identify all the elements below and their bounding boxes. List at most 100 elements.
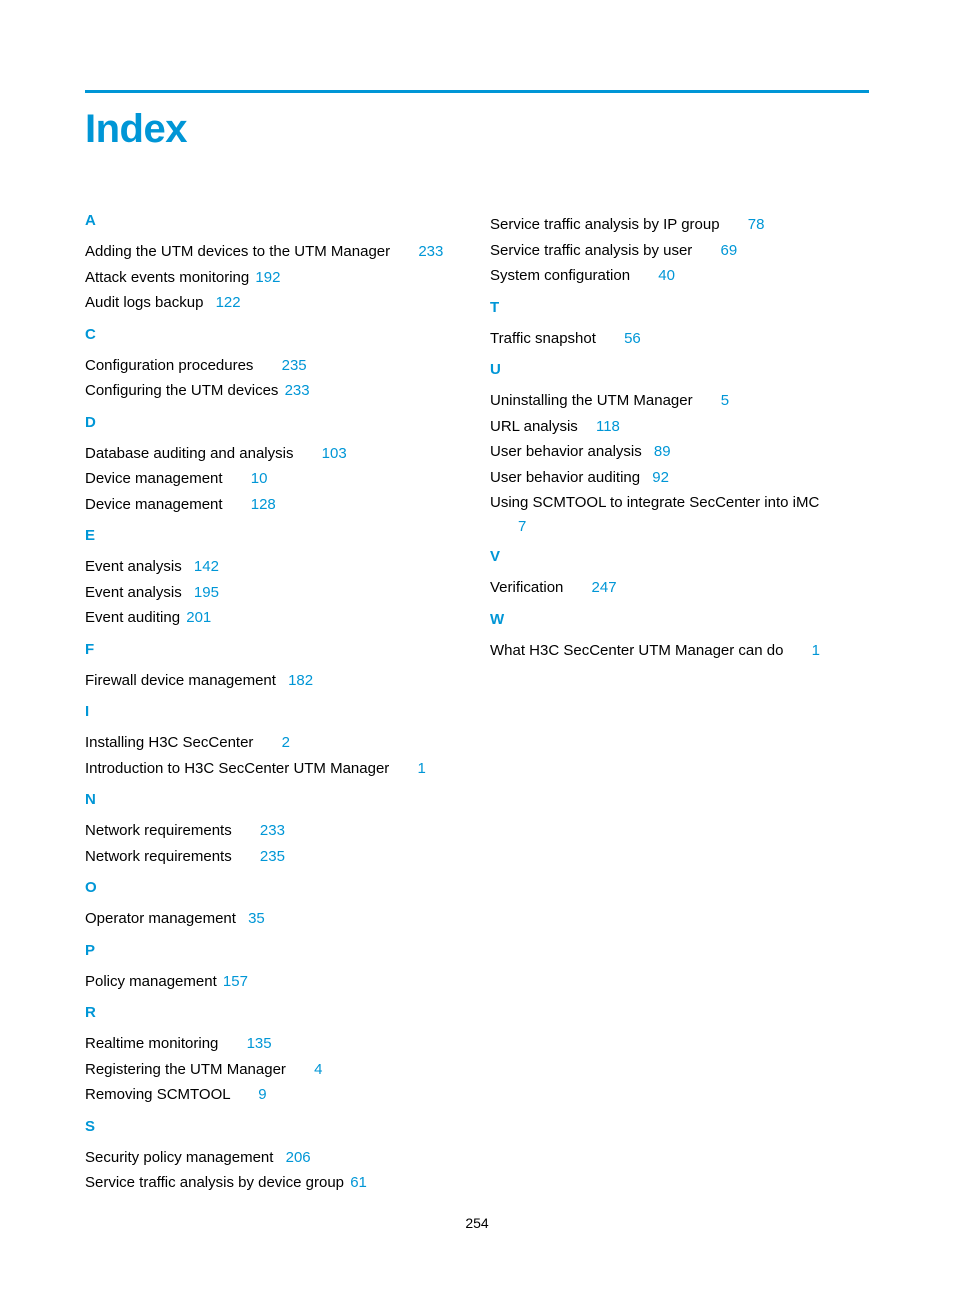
index-entry: Event analysis 195 [85, 580, 464, 606]
index-entry: Network requirements 235 [85, 844, 464, 870]
index-letter-heading: P [85, 942, 464, 959]
index-page-link[interactable]: 40 [658, 263, 675, 289]
index-page-link[interactable]: 135 [247, 1031, 272, 1057]
index-page-link[interactable]: 247 [592, 575, 617, 601]
index-entry-text: Traffic snapshot [490, 330, 596, 347]
index-page-link[interactable]: 201 [186, 605, 211, 631]
index-entry: Uninstalling the UTM Manager 5 [490, 388, 869, 414]
index-entry: Event analysis 142 [85, 554, 464, 580]
index-entry-text: Introduction to H3C SecCenter UTM Manage… [85, 760, 389, 777]
index-entry: Configuring the UTM devices 233 [85, 378, 464, 404]
index-letter-heading: R [85, 1004, 464, 1021]
index-entry-text: Event analysis [85, 584, 182, 601]
index-page-link[interactable]: 1 [417, 756, 425, 782]
index-entry: Audit logs backup 122 [85, 290, 464, 316]
index-page-link[interactable]: 235 [282, 353, 307, 379]
index-entry: Introduction to H3C SecCenter UTM Manage… [85, 756, 464, 782]
index-entry: Database auditing and analysis 103 [85, 441, 464, 467]
index-page-link[interactable]: 1 [812, 638, 820, 664]
index-page-link[interactable]: 5 [721, 388, 729, 414]
index-page-link[interactable]: 233 [418, 239, 443, 265]
index-entry: Policy management 157 [85, 969, 464, 995]
index-entry-text: Registering the UTM Manager [85, 1061, 286, 1078]
index-page-link[interactable]: 89 [654, 439, 671, 465]
index-entry: Service traffic analysis by device group… [85, 1170, 464, 1196]
index-letter-heading: F [85, 641, 464, 658]
index-entry-text: Configuration procedures [85, 357, 253, 374]
index-letter-heading: U [490, 361, 869, 378]
index-entry-text: Firewall device management [85, 672, 276, 689]
index-page-link[interactable]: 233 [260, 818, 285, 844]
index-entry-text: Realtime monitoring [85, 1035, 218, 1052]
index-entry-text: Event analysis [85, 558, 182, 575]
index-page-link[interactable]: 206 [286, 1145, 311, 1171]
index-page-link[interactable]: 9 [258, 1082, 266, 1108]
index-entry-text: Device management [85, 470, 223, 487]
index-entry-text: System configuration [490, 267, 630, 284]
index-page-link[interactable]: 35 [248, 906, 265, 932]
index-page-link[interactable]: 69 [720, 238, 737, 264]
index-page-link[interactable]: 92 [652, 465, 669, 491]
index-page-link[interactable]: 78 [748, 212, 765, 238]
index-entry: Installing H3C SecCenter 2 [85, 730, 464, 756]
index-entry-text: URL analysis [490, 418, 578, 435]
index-page-link[interactable]: 2 [282, 730, 290, 756]
index-letter-heading: O [85, 879, 464, 896]
index-page-link[interactable]: 10 [251, 466, 268, 492]
top-rule [85, 90, 869, 93]
index-page-link[interactable]: 192 [255, 265, 280, 291]
index-column-left: AAdding the UTM devices to the UTM Manag… [85, 212, 464, 1196]
index-entry: Event auditing 201 [85, 605, 464, 631]
index-page-link[interactable]: 182 [288, 668, 313, 694]
index-entry: Operator management 35 [85, 906, 464, 932]
index-entry: URL analysis 118 [490, 414, 869, 440]
index-entry-text: Network requirements [85, 822, 232, 839]
index-page-link[interactable]: 122 [216, 290, 241, 316]
index-entry: Traffic snapshot 56 [490, 326, 869, 352]
index-page-link[interactable]: 61 [350, 1170, 367, 1196]
index-page-link[interactable]: 233 [285, 378, 310, 404]
index-entry: Realtime monitoring 135 [85, 1031, 464, 1057]
index-letter-heading: S [85, 1118, 464, 1135]
index-entry-text: Verification [490, 579, 563, 596]
index-entry: Service traffic analysis by user 69 [490, 238, 869, 264]
index-page-link[interactable]: 7 [518, 516, 526, 539]
index-letter-heading: N [85, 791, 464, 808]
index-page-link[interactable]: 157 [223, 969, 248, 995]
index-page-link[interactable]: 56 [624, 326, 641, 352]
index-entry: Verification 247 [490, 575, 869, 601]
page-title: Index [85, 107, 869, 152]
index-entry-text: Service traffic analysis by IP group [490, 216, 720, 233]
index-entry: Device management 128 [85, 492, 464, 518]
index-entry: Firewall device management 182 [85, 668, 464, 694]
index-page-link[interactable]: 195 [194, 580, 219, 606]
index-page-link[interactable]: 103 [322, 441, 347, 467]
index-entry: Removing SCMTOOL 9 [85, 1082, 464, 1108]
index-entry-text: Audit logs backup [85, 294, 203, 311]
index-entry-text: Using SCMTOOL to integrate SecCenter int… [490, 494, 819, 511]
index-entry-text: Service traffic analysis by device group [85, 1174, 344, 1191]
index-entry-text: Event auditing [85, 609, 180, 626]
index-entry-text: Database auditing and analysis [85, 445, 293, 462]
index-entry-text: User behavior auditing [490, 469, 640, 486]
index-letter-heading: W [490, 611, 869, 628]
index-entry: Device management 10 [85, 466, 464, 492]
index-entry: User behavior auditing 92 [490, 465, 869, 491]
index-entry-text: Configuring the UTM devices [85, 382, 278, 399]
index-page-link[interactable]: 128 [251, 492, 276, 518]
index-page-link[interactable]: 118 [596, 414, 620, 440]
index-entry-text: Removing SCMTOOL [85, 1086, 230, 1103]
index-entry-text: Operator management [85, 910, 236, 927]
index-page-link[interactable]: 4 [314, 1057, 322, 1083]
index-entry-text: Installing H3C SecCenter [85, 734, 253, 751]
index-page-link[interactable]: 142 [194, 554, 219, 580]
index-letter-heading: V [490, 548, 869, 565]
page-number: 254 [0, 1215, 954, 1231]
index-letter-heading: T [490, 299, 869, 316]
index-entry-text: Security policy management [85, 1149, 273, 1166]
index-page-link[interactable]: 235 [260, 844, 285, 870]
index-entry: Security policy management 206 [85, 1145, 464, 1171]
index-entry: Configuration procedures 235 [85, 353, 464, 379]
index-entry: What H3C SecCenter UTM Manager can do 1 [490, 638, 869, 664]
index-entry: Service traffic analysis by IP group 78 [490, 212, 869, 238]
